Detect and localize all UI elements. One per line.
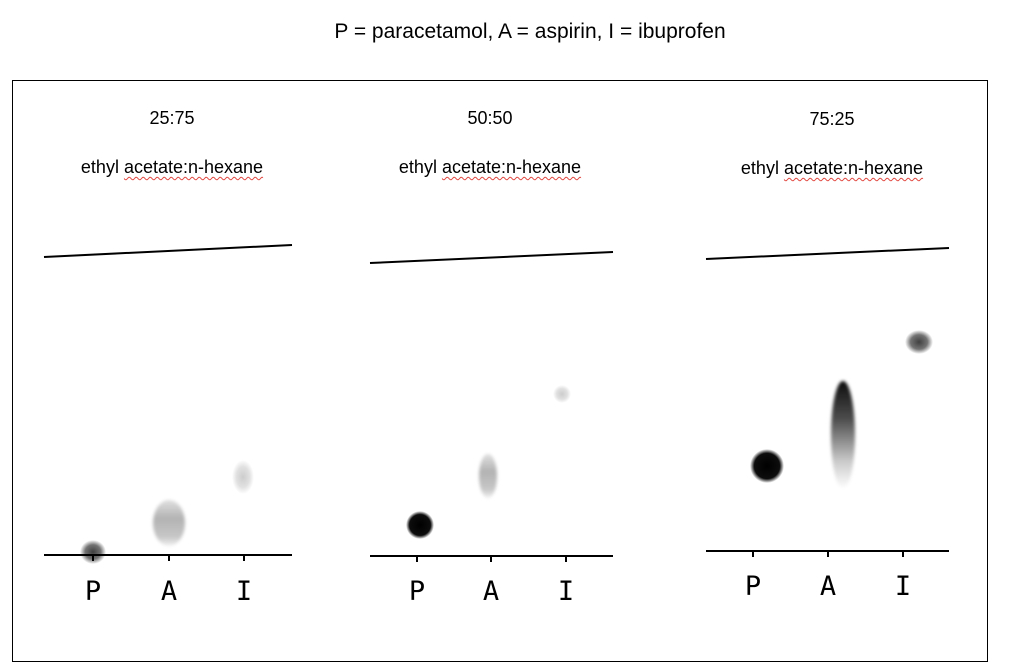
plate-3: P A I: [705, 247, 950, 602]
legend-title: P = paracetamol, A = aspirin, I = ibupro…: [334, 20, 726, 43]
plate-2-lane-label-p: P: [409, 576, 425, 607]
plate-3-solvent-prefix: ethyl: [740, 158, 784, 178]
plate-1-lane-label-i: I: [236, 576, 252, 607]
plate-3-lane-label-a: A: [820, 571, 836, 602]
plate-3-solvent-label: ethyl acetate:n-hexane: [682, 158, 982, 179]
plate-2-spot-paracetamol: [406, 511, 434, 539]
plate-2: P A I: [369, 251, 614, 607]
plate-1-spot-paracetamol: [80, 540, 106, 564]
plate-2-spot-aspirin: [479, 454, 497, 498]
plate-1-spot-aspirin: [153, 500, 185, 546]
plate-3-lane-label-i: I: [895, 571, 911, 602]
plate-2-solvent-front: [369, 251, 614, 264]
plate-3-solvent-name: acetate:n-hexane: [783, 158, 924, 178]
plate-1-solvent-prefix: ethyl: [80, 157, 124, 177]
plate-1-lane-label-a: A: [161, 576, 177, 607]
plate-1-solvent-name: acetate:n-hexane: [123, 157, 264, 177]
figure-frame: [12, 80, 988, 662]
plate-1-spot-ibuprofen: [232, 460, 254, 494]
plate-3-lane-label-p: P: [745, 571, 761, 602]
plate-2-solvent-prefix: ethyl: [398, 157, 442, 177]
plate-2-lane-label-i: I: [558, 576, 574, 607]
plate-1-lane-label-p: P: [85, 576, 101, 607]
plate-2-ratio-label: 50:50: [467, 108, 513, 128]
plate-2-spot-ibuprofen: [553, 385, 571, 403]
plate-1-ratio-label: 25:75: [149, 108, 195, 128]
plate-2-lane-label-a: A: [483, 576, 499, 607]
plate-3-solvent-front: [705, 247, 950, 260]
plate-3-spot-aspirin: [831, 381, 855, 489]
plate-2-solvent-label: ethyl acetate:n-hexane: [340, 157, 640, 178]
plate-1-solvent-label: ethyl acetate:n-hexane: [22, 157, 322, 178]
plate-1: P A I: [43, 244, 293, 607]
plate-3-spot-ibuprofen: [905, 330, 933, 354]
plate-3-ratio-label: 75:25: [809, 109, 855, 129]
plate-1-solvent-front: [43, 244, 293, 258]
plate-2-solvent-name: acetate:n-hexane: [441, 157, 582, 177]
plate-3-spot-paracetamol: [750, 449, 784, 483]
